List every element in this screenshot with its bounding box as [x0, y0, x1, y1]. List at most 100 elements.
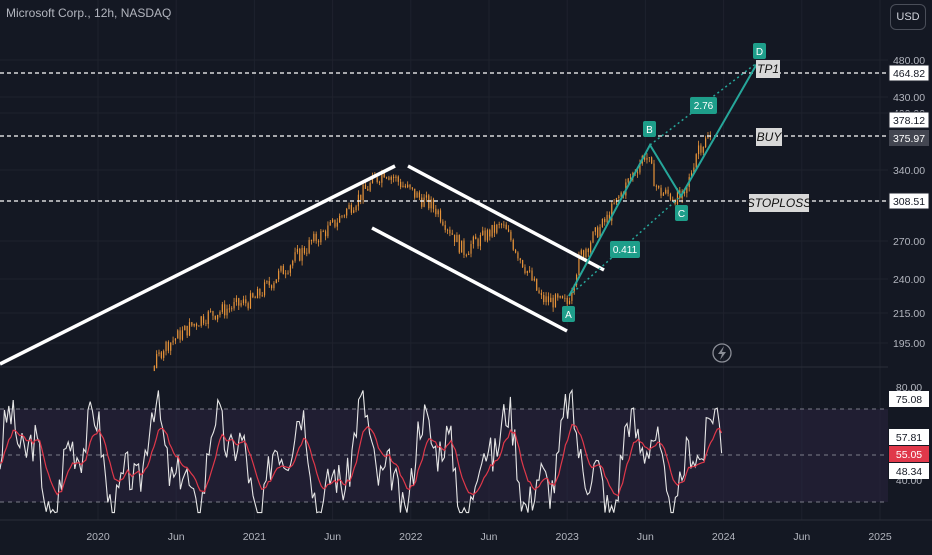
- price-tick-label: 340.00: [893, 165, 925, 177]
- candle-body: [583, 250, 585, 258]
- candle-body: [301, 247, 303, 261]
- buy-label[interactable]: BUY: [756, 128, 782, 146]
- candle-body: [278, 270, 280, 280]
- candle-body: [256, 289, 259, 299]
- candle-body: [611, 203, 613, 221]
- candle-body: [585, 248, 587, 258]
- candle-body: [571, 291, 573, 301]
- svg-text:57.81: 57.81: [896, 432, 922, 444]
- candle-body: [414, 188, 416, 198]
- candle-body: [172, 340, 174, 343]
- candle-body: [538, 290, 540, 293]
- abcd-pattern-line[interactable]: [568, 61, 759, 297]
- candle-body: [409, 184, 411, 188]
- candle-body: [360, 194, 362, 201]
- candle-body: [336, 222, 338, 227]
- candle-body: [512, 239, 514, 250]
- candle-body: [458, 235, 460, 253]
- time-tick-label: Jun: [324, 531, 341, 543]
- candle-body: [334, 219, 336, 227]
- time-tick-label: 2025: [868, 531, 892, 543]
- candle-body: [418, 192, 421, 198]
- candle-body: [364, 184, 367, 189]
- candle-body: [348, 204, 350, 209]
- candle-body: [435, 208, 437, 215]
- candle-body: [233, 301, 235, 309]
- candle-body: [463, 240, 465, 255]
- point-d-label[interactable]: D: [753, 43, 766, 59]
- candle-body: [489, 230, 491, 237]
- candle-body: [167, 341, 169, 351]
- candle-body: [238, 298, 240, 306]
- tp1-label[interactable]: TP1: [756, 60, 780, 78]
- candle-body: [395, 176, 397, 179]
- point-c-label[interactable]: C: [675, 205, 688, 221]
- candle-body: [472, 236, 474, 245]
- candle-body: [651, 157, 653, 164]
- candle-body: [707, 137, 709, 139]
- candle-body: [522, 260, 524, 268]
- channel-trendline-up[interactable]: [0, 164, 396, 366]
- svg-text:BUY: BUY: [757, 130, 783, 144]
- channel-upper-line[interactable]: [407, 164, 605, 272]
- candle-body: [604, 218, 606, 223]
- candle-body: [411, 187, 413, 189]
- candle-body: [543, 295, 545, 303]
- ratio-bd-label[interactable]: 2.76: [690, 97, 717, 114]
- time-axis-labels: 2020 Jun 2021 Jun 2022 Jun 2023 Jun 2024 Jun 2025: [86, 531, 892, 543]
- candle-body: [683, 191, 686, 194]
- candle-body: [266, 281, 268, 283]
- time-tick-label: 2021: [243, 531, 267, 543]
- candle-body: [263, 282, 266, 296]
- candle-body: [507, 229, 510, 232]
- currency-button[interactable]: USD: [890, 4, 926, 30]
- candle-body: [432, 199, 435, 209]
- point-b-label[interactable]: B: [643, 121, 656, 137]
- price-tick-label: 195.00: [893, 338, 925, 350]
- candle-body: [613, 203, 615, 205]
- candle-body: [371, 175, 374, 184]
- lightning-icon[interactable]: [712, 343, 732, 363]
- candle-body: [444, 225, 446, 230]
- chart-title: Microsoft Corp., 12h, NASDAQ: [6, 6, 172, 20]
- candle-body: [198, 325, 200, 327]
- channel-lower-line[interactable]: [371, 226, 568, 333]
- point-a-label[interactable]: A: [562, 306, 575, 322]
- candle-body: [554, 294, 557, 308]
- candle-body: [226, 308, 228, 316]
- candle-body: [212, 311, 214, 316]
- candle-body: [686, 187, 688, 194]
- candle-body: [547, 296, 550, 303]
- candle-body: [500, 224, 503, 225]
- candle-body: [320, 231, 322, 243]
- candle-body: [247, 303, 249, 309]
- candle-body: [362, 184, 364, 201]
- candle-body: [564, 297, 566, 299]
- candle-body: [536, 278, 538, 291]
- candle-body: [388, 177, 390, 180]
- candle-body: [439, 210, 442, 222]
- svg-text:308.51: 308.51: [893, 196, 925, 208]
- candle-body: [559, 296, 561, 298]
- candle-body: [658, 185, 660, 188]
- candle-body: [329, 221, 331, 226]
- candle-body: [317, 240, 320, 243]
- rsi-line: [0, 388, 723, 514]
- stoploss-label[interactable]: STOPLOSS: [747, 194, 811, 212]
- candle-body: [697, 145, 700, 155]
- candle-body: [313, 233, 315, 242]
- svg-text:55.05: 55.05: [896, 449, 922, 461]
- candle-body: [200, 316, 202, 326]
- svg-text:378.12: 378.12: [893, 115, 925, 127]
- ratio-ac-label[interactable]: 0.411: [610, 241, 640, 258]
- candle-body: [310, 240, 313, 242]
- candle-body: [590, 242, 592, 253]
- candle-body: [526, 270, 528, 273]
- candle-body: [618, 196, 620, 198]
- candle-body: [517, 252, 519, 259]
- candle-body: [662, 193, 664, 196]
- candle-body: [599, 227, 601, 238]
- candle-body: [210, 311, 212, 312]
- candle-body: [355, 206, 357, 211]
